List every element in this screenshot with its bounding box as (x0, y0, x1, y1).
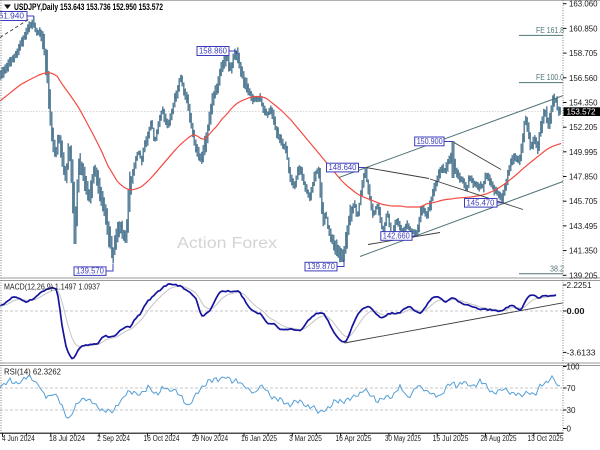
svg-text:70: 70 (567, 383, 576, 393)
svg-text:163.060: 163.060 (569, 0, 598, 9)
svg-text:154.350: 154.350 (569, 98, 598, 108)
svg-text:28 Aug 2025: 28 Aug 2025 (480, 433, 516, 443)
svg-text:3 Mar 2025: 3 Mar 2025 (289, 433, 322, 443)
svg-text:USDJPY,Daily 153.643 153.736: USDJPY,Daily 153.643 153.736 152.950 153… (14, 2, 163, 12)
svg-text:-3.6133: -3.6133 (567, 347, 596, 357)
svg-text:2.2251: 2.2251 (567, 280, 592, 290)
svg-text:100: 100 (567, 362, 580, 372)
svg-text:143.495: 143.495 (569, 221, 598, 231)
svg-text:30 May 2025: 30 May 2025 (385, 433, 421, 443)
svg-text:38.2: 38.2 (550, 265, 564, 274)
svg-text:139.870: 139.870 (307, 262, 335, 271)
svg-text:160.850: 160.850 (569, 23, 598, 33)
svg-text:149.995: 149.995 (569, 147, 598, 157)
svg-text:145.705: 145.705 (569, 196, 598, 206)
svg-text:16 Apr 2025: 16 Apr 2025 (335, 433, 371, 443)
svg-text:150.900: 150.900 (417, 137, 443, 146)
svg-text:156.560: 156.560 (569, 73, 598, 83)
svg-text:29 Nov 2024: 29 Nov 2024 (192, 433, 228, 443)
svg-text:18 Jul 2024: 18 Jul 2024 (49, 433, 85, 443)
svg-text:0.00: 0.00 (567, 306, 585, 316)
svg-text:158.860: 158.860 (199, 47, 227, 56)
svg-text:FE 100.0: FE 100.0 (536, 73, 564, 82)
svg-text:153.572: 153.572 (567, 106, 596, 116)
svg-text:16 Oct 2024: 16 Oct 2024 (143, 433, 179, 443)
svg-text:148.640: 148.640 (329, 163, 357, 172)
svg-text:13 Oct 2025: 13 Oct 2025 (527, 433, 563, 443)
svg-text:161.940: 161.940 (0, 12, 24, 21)
svg-text:141.350: 141.350 (569, 246, 598, 256)
svg-text:Action Forex: Action Forex (177, 235, 277, 252)
svg-text:145.470: 145.470 (467, 198, 495, 207)
svg-text:15 Jul 2025: 15 Jul 2025 (432, 433, 468, 443)
svg-text:16 Jan 2025: 16 Jan 2025 (241, 433, 277, 443)
svg-text:30: 30 (567, 405, 576, 415)
svg-text:158.705: 158.705 (569, 48, 598, 58)
svg-text:152.205: 152.205 (569, 122, 598, 132)
svg-text:142.660: 142.660 (383, 232, 410, 241)
svg-text:RSI(14) 62.3262: RSI(14) 62.3262 (4, 367, 61, 377)
svg-text:4 Jun 2024: 4 Jun 2024 (2, 433, 35, 443)
svg-text:139.205: 139.205 (569, 270, 598, 280)
svg-text:139.570: 139.570 (76, 267, 104, 276)
svg-text:FE 161.8: FE 161.8 (536, 26, 564, 35)
svg-text:0: 0 (567, 424, 572, 434)
svg-text:2 Sep 2024: 2 Sep 2024 (97, 433, 130, 443)
svg-text:MACD(12,26,9) 1.1497 1.0937: MACD(12,26,9) 1.1497 1.0937 (4, 282, 100, 292)
svg-text:147.850: 147.850 (569, 172, 598, 182)
